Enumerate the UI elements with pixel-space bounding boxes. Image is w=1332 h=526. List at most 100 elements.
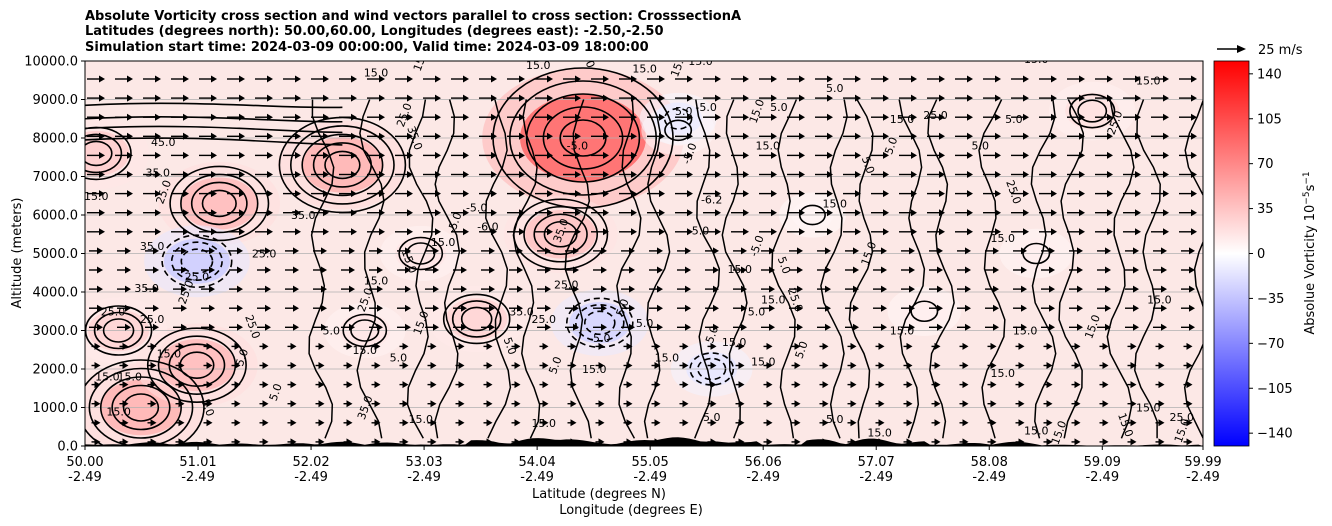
contour-label: 5.0	[233, 347, 251, 368]
contour-label: -5.0	[567, 140, 588, 153]
wind-vector-head	[822, 342, 829, 350]
contour-label-group: 5.0	[501, 336, 519, 357]
wind-vector-head	[239, 94, 245, 102]
wind-vector-head	[491, 132, 497, 140]
wind-vector-head	[491, 94, 497, 102]
wind-vector-head	[654, 419, 661, 427]
wind-vector-head	[433, 285, 439, 293]
wind-vector-head	[99, 228, 105, 236]
wind-vector-head	[461, 304, 467, 312]
wind-vector-head	[603, 113, 609, 121]
wind-vector-head	[519, 228, 525, 236]
wind-vector-head	[1049, 266, 1055, 274]
colorbar: 140 105 70 35 0 −35 −70 −105 −140 Absolue Vortic…	[1213, 60, 1318, 447]
wind-vector-head	[1189, 285, 1195, 293]
contour-label: 15.0	[157, 348, 182, 361]
contour-label: 15.0	[353, 344, 378, 357]
wind-vector-head	[1135, 190, 1141, 198]
wind-vector-head	[659, 151, 665, 159]
wind-vector-head	[738, 342, 745, 350]
vorticity-blob	[901, 295, 948, 327]
wind-vector-head	[290, 362, 297, 369]
wind-vector-head	[934, 381, 941, 389]
contour-label-group: 5.0	[322, 325, 340, 338]
wind-vector-head	[654, 400, 661, 408]
wind-vector-head	[631, 75, 637, 83]
wind-vector-head	[211, 190, 217, 198]
wind-vector-head	[631, 113, 637, 121]
wind-vector-head	[771, 228, 777, 236]
wind-vector-head	[1161, 304, 1167, 312]
contour-label: 5.0	[770, 101, 788, 114]
wind-vector-head	[514, 381, 521, 389]
contour-label-group: 15.0	[990, 232, 1015, 245]
terrain	[85, 437, 1203, 446]
contour-label-group: 35.0	[145, 167, 170, 180]
wind-vector-head	[1051, 151, 1057, 159]
contour-label-group: 25.0	[140, 313, 165, 326]
contour-label: 5.0	[501, 336, 519, 357]
wind-vector-head	[239, 151, 245, 159]
wind-vector-head	[461, 285, 467, 293]
wind-vector-head	[349, 266, 355, 274]
colorbar-tick-label: 140	[1257, 67, 1282, 82]
wind-vector-head	[825, 304, 831, 312]
wind-vector-head	[349, 304, 355, 312]
wind-vector-head	[181, 266, 187, 274]
wind-vector-head	[377, 323, 383, 331]
wind-vector-head	[1077, 285, 1083, 293]
wind-vector-head	[402, 400, 409, 408]
wind-vector-head	[1163, 190, 1169, 198]
wind-vector-head	[125, 285, 131, 293]
colorbar-tick-label: −140	[1257, 427, 1293, 442]
wind-vector-head	[379, 209, 385, 217]
wind-vector-head	[178, 381, 185, 389]
wind-vector-head	[659, 209, 665, 217]
contour-label: 15.0	[727, 263, 752, 276]
wind-vector-head	[911, 113, 917, 121]
contour-label: 15.0	[823, 197, 848, 210]
wind-vector-head	[794, 381, 801, 389]
wind-vector-head	[267, 228, 273, 236]
contour-label: 25.0	[1169, 411, 1194, 424]
wind-vector-head	[290, 419, 297, 427]
contour-label-group: 25.0	[1169, 411, 1194, 424]
wind-vector-head	[570, 419, 577, 427]
wind-vector-head	[542, 362, 549, 369]
y-tick-label: 9000.0	[33, 93, 79, 108]
wind-vector-head	[743, 75, 749, 83]
terrain-silhouette	[85, 437, 1203, 446]
wind-vector-head	[878, 342, 885, 350]
wind-vector-head	[878, 419, 885, 427]
contour-label-group: 5.0	[703, 324, 721, 345]
contour-label: 5.0	[748, 305, 766, 318]
contour-label: 5.0	[703, 411, 721, 424]
wind-vector-head	[575, 132, 581, 140]
contour-line	[169, 165, 270, 242]
wind-vector-head	[797, 285, 803, 293]
wind-vector-head	[934, 400, 941, 408]
wind-vector-head	[519, 132, 525, 140]
wind-vector-head	[1105, 285, 1111, 293]
contour-label-group: 5.0	[826, 413, 844, 426]
wind-vector-head	[239, 228, 245, 236]
wind-vector-head	[153, 266, 159, 274]
wind-vector-head	[1191, 209, 1197, 217]
contour-label-group: 5.0	[233, 347, 251, 368]
wind-vector-head	[433, 304, 439, 312]
wind-vector-head	[629, 266, 635, 274]
wind-vector-head	[486, 419, 493, 427]
quiver-key: 25 m/s	[1217, 43, 1303, 58]
wind-vector-head	[1135, 171, 1141, 178]
wind-vector-head	[575, 171, 581, 178]
wind-vector-head	[1107, 132, 1113, 140]
wind-vector-head	[853, 285, 859, 293]
wind-vector-head	[211, 113, 217, 121]
wind-vector-head	[1102, 438, 1109, 446]
wind-vector-head	[547, 190, 553, 198]
wind-vector-head	[435, 132, 441, 140]
wind-vector-head	[827, 132, 833, 140]
contour-line	[356, 99, 385, 439]
wind-vector-head	[491, 190, 497, 198]
vorticity-blob	[569, 302, 631, 344]
